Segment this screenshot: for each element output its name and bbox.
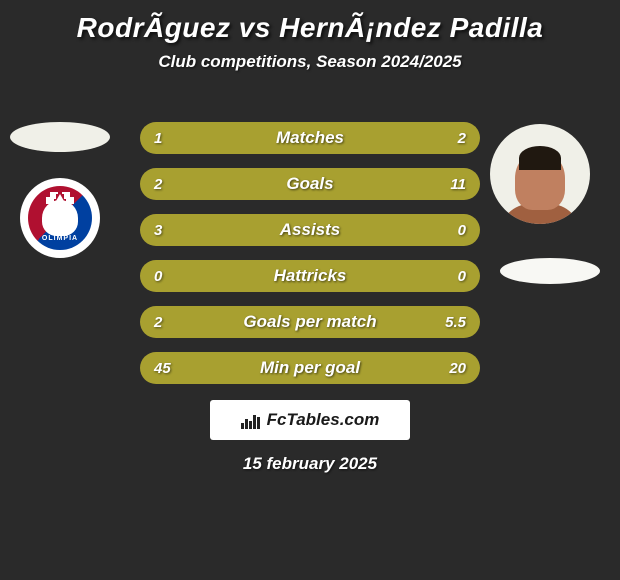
stat-left-value: 0 [154,268,162,285]
stat-left-value: 2 [154,176,162,193]
brand-badge: FcTables.com [210,400,410,440]
page-title: RodrÃ­guez vs HernÃ¡ndez Padilla [0,0,620,44]
stat-label: Hattricks [274,266,347,286]
brand-text: FcTables.com [267,410,380,430]
bar-chart-icon [241,411,261,429]
stat-right-value: 0 [458,268,466,285]
stat-label: Matches [276,128,344,148]
stat-row-hattricks: 0 Hattricks 0 [140,260,480,292]
stat-label: Goals per match [243,312,376,332]
stat-row-goals-per-match: 2 Goals per match 5.5 [140,306,480,338]
stat-left-value: 3 [154,222,162,239]
stat-row-matches: 1 Matches 2 [140,122,480,154]
stat-right-value: 11 [450,176,466,193]
comparison-card: RodrÃ­guez vs HernÃ¡ndez Padilla Club co… [0,0,620,580]
stat-label: Goals [286,174,333,194]
stat-left-value: 45 [154,360,171,377]
stat-row-goals: 2 Goals 11 [140,168,480,200]
subtitle: Club competitions, Season 2024/2025 [0,52,620,72]
stats-table: 1 Matches 2 2 Goals 11 3 Assists 0 0 Hat… [0,122,620,398]
stat-right-value: 20 [449,360,466,377]
stat-row-min-per-goal: 45 Min per goal 20 [140,352,480,384]
stat-row-assists: 3 Assists 0 [140,214,480,246]
stat-label: Min per goal [260,358,360,378]
stat-left-value: 1 [154,130,162,147]
stat-right-value: 5.5 [445,314,466,331]
stat-right-value: 0 [458,222,466,239]
footer-date: 15 february 2025 [0,454,620,474]
stat-right-value: 2 [458,130,466,147]
stat-label: Assists [280,220,340,240]
stat-left-value: 2 [154,314,162,331]
